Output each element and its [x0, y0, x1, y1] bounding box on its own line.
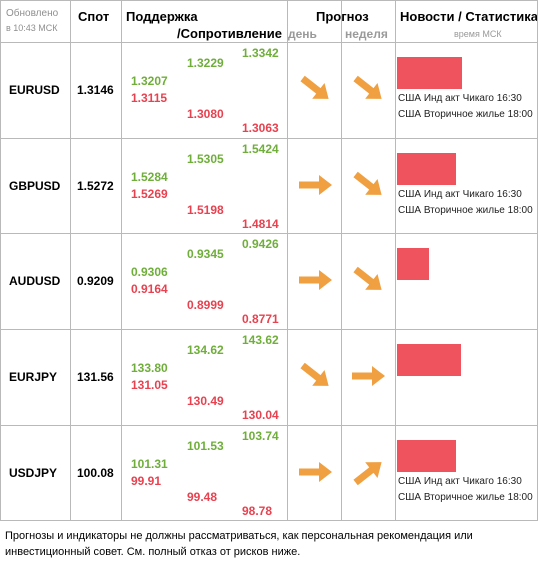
pair-name: GBPUSD — [9, 178, 61, 193]
resistance-1: 131.05 — [131, 378, 168, 392]
resistance-3: 130.04 — [242, 408, 279, 422]
resistance-2: 130.49 — [187, 394, 224, 408]
resistance-1: 1.3115 — [131, 91, 168, 105]
news-item: США Вторичное жилье 18:00 — [398, 205, 533, 216]
arrow-down-icon — [353, 266, 382, 290]
resistance-3: 0.8771 — [242, 312, 279, 326]
spot-price: 1.5272 — [77, 178, 114, 193]
grid-line — [0, 425, 538, 426]
updated-label: Обновлено — [6, 8, 59, 19]
grid-line — [70, 0, 71, 521]
spot-price: 100.08 — [77, 465, 114, 480]
week-header: неделя — [345, 27, 388, 41]
disclaimer-text: Прогнозы и индикаторы не должны рассматр… — [5, 530, 473, 558]
news-impact-bar — [397, 153, 456, 185]
resistance-2: 0.8999 — [187, 298, 224, 312]
spot-header: Спот — [78, 9, 110, 24]
news-item: США Вторичное жилье 18:00 — [398, 109, 533, 120]
support-1: 133.80 — [131, 361, 168, 375]
grid-line — [121, 0, 122, 521]
support-3: 1.3342 — [242, 46, 279, 60]
grid-line — [395, 0, 396, 521]
grid-line — [0, 42, 538, 43]
forecast-header: Прогноз — [316, 9, 369, 24]
time-msk-label: время МСК — [454, 29, 502, 39]
support-2: 1.3229 — [187, 56, 224, 70]
news-item: США Вторичное жилье 18:00 — [398, 492, 533, 503]
updated-time: в 10:43 МСК — [6, 23, 58, 33]
pair-name: EURUSD — [9, 82, 60, 97]
grid-line — [0, 138, 538, 139]
resistance-2: 1.3080 — [187, 107, 224, 121]
support-2: 1.5305 — [187, 152, 224, 166]
support-1: 0.9306 — [131, 265, 168, 279]
support-2: 0.9345 — [187, 247, 224, 261]
resistance-1: 0.9164 — [131, 282, 168, 296]
resistance-1: 1.5269 — [131, 187, 168, 201]
pair-name: USDJPY — [9, 465, 58, 480]
grid-line — [0, 329, 538, 330]
support-2: 101.53 — [187, 439, 224, 453]
grid-line — [0, 520, 538, 521]
arrow-right-icon — [352, 366, 385, 386]
resistance-3: 1.3063 — [242, 121, 279, 135]
arrow-up-icon — [353, 462, 382, 486]
arrow-right-icon — [299, 270, 332, 290]
resistance-2: 1.5198 — [187, 203, 224, 217]
news-impact-bar — [397, 57, 462, 89]
arrow-down-icon — [353, 171, 382, 195]
grid-line — [0, 0, 1, 521]
grid-line — [341, 0, 342, 521]
news-impact-bar — [397, 344, 461, 376]
news-item: США Инд акт Чикаго 16:30 — [398, 93, 522, 104]
resistance-2: 99.48 — [187, 490, 218, 504]
resistance-3: 1.4814 — [242, 217, 279, 231]
resistance-1: 99.91 — [131, 474, 162, 488]
support-3: 143.62 — [242, 333, 279, 347]
day-header: день — [288, 27, 317, 41]
support-1: 1.5284 — [131, 170, 168, 184]
news-impact-bar — [397, 248, 429, 280]
arrow-right-icon — [299, 175, 332, 195]
resistance-header: /Сопротивление — [177, 26, 282, 41]
support-2: 134.62 — [187, 343, 224, 357]
support-header: Поддержка — [126, 9, 198, 24]
support-1: 1.3207 — [131, 74, 168, 88]
support-3: 1.5424 — [242, 142, 279, 156]
spot-price: 0.9209 — [77, 273, 114, 288]
grid-line — [0, 0, 538, 1]
arrow-right-icon — [299, 462, 332, 482]
pair-name: AUDUSD — [9, 273, 61, 288]
support-3: 103.74 — [242, 429, 279, 443]
grid-line — [287, 0, 288, 521]
resistance-3: 98.78 — [242, 504, 273, 518]
news-item: США Инд акт Чикаго 16:30 — [398, 189, 522, 200]
news-item: США Инд акт Чикаго 16:30 — [398, 476, 522, 487]
arrow-down-icon — [300, 362, 329, 386]
news-header: Новости / Статистика — [400, 9, 538, 24]
support-1: 101.31 — [131, 457, 168, 471]
spot-price: 131.56 — [77, 369, 114, 384]
grid-line — [0, 233, 538, 234]
support-3: 0.9426 — [242, 237, 279, 251]
pair-name: EURJPY — [9, 369, 58, 384]
arrow-down-icon — [353, 75, 382, 99]
spot-price: 1.3146 — [77, 82, 114, 97]
arrow-down-icon — [300, 75, 329, 99]
news-impact-bar — [397, 440, 456, 472]
